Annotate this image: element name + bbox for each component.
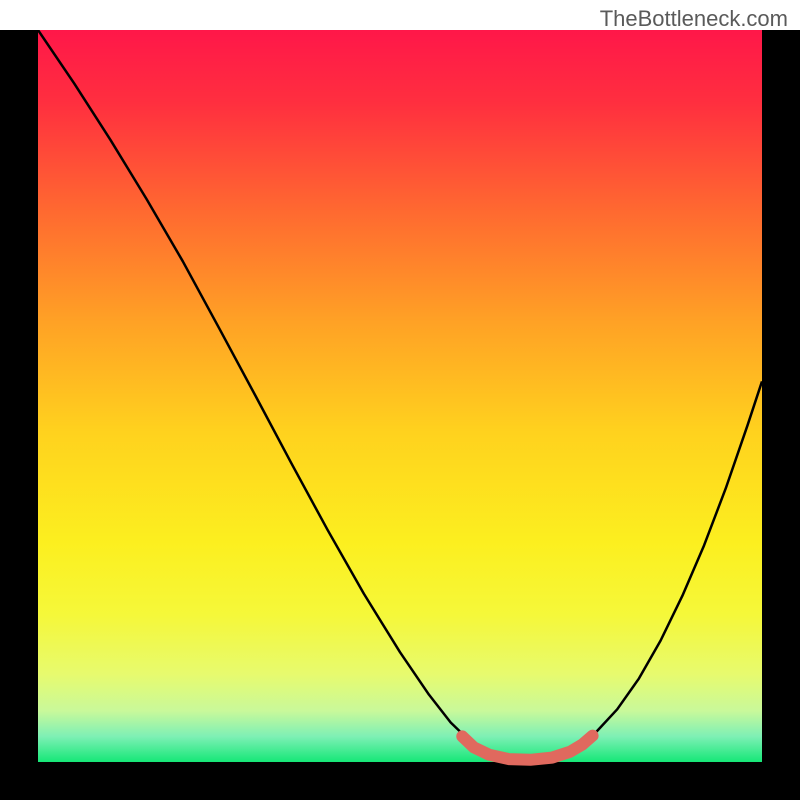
- border-left: [0, 30, 38, 800]
- watermark-text: TheBottleneck.com: [600, 6, 788, 32]
- chart-container: [0, 30, 800, 800]
- bottleneck-curve-chart: [0, 30, 800, 800]
- border-bottom: [0, 762, 800, 800]
- border-right: [762, 30, 800, 800]
